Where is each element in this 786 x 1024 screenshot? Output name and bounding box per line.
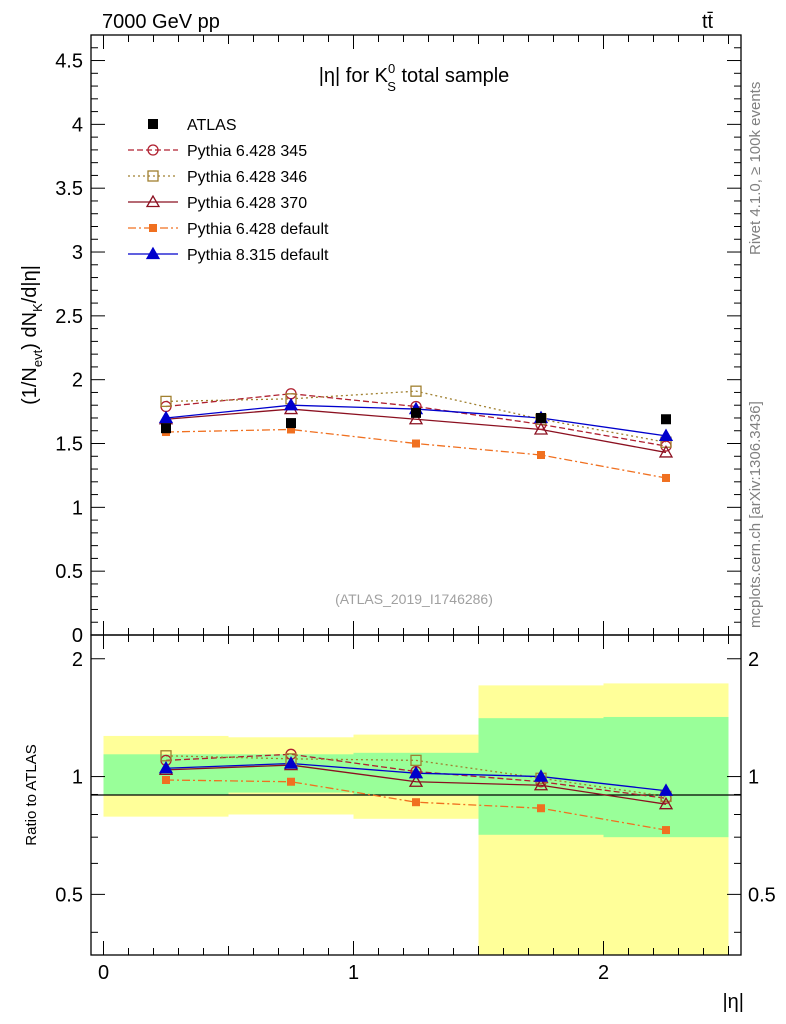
- ratio-y-tick-label-right: 0.5: [748, 884, 776, 906]
- main-y-tick-label: 2.5: [55, 306, 83, 328]
- x-tick-label: 1: [348, 962, 359, 984]
- legend-marker: [147, 144, 159, 156]
- series-point-2: [658, 445, 674, 458]
- series-point-3: [662, 473, 670, 482]
- series-point-2: [533, 422, 549, 435]
- main-y-tick-label: 2: [72, 370, 83, 392]
- atlas-data-point: [411, 407, 421, 418]
- series-line-3: [165, 428, 667, 479]
- ratio-point-3: [287, 777, 295, 786]
- analysis-id: (ATLAS_2019_I1746286): [335, 591, 493, 607]
- ratio-point-4: [283, 756, 299, 769]
- main-y-tick-label: 3.5: [55, 178, 83, 200]
- ratio-point-3: [662, 826, 670, 835]
- ratio-point-4: [533, 769, 549, 782]
- legend-label: Pythia 8.315 default: [187, 247, 329, 264]
- main-y-tick-label: 1: [72, 497, 83, 519]
- legend-label: Pythia 6.428 370: [187, 195, 307, 212]
- series-line-0: [165, 393, 667, 447]
- ratio-line-2: [165, 764, 667, 805]
- series-line-1: [165, 390, 667, 443]
- legend-label: ATLAS: [187, 117, 237, 134]
- legend-marker: [145, 194, 161, 208]
- atlas-data-point: [286, 418, 296, 429]
- legend-label: Pythia 6.428 346: [187, 169, 307, 186]
- series-point-3: [537, 451, 545, 459]
- ratio-plot-frame: [90, 634, 742, 956]
- main-plot-panel: 0 0.5 1 1.5 2 2.5 3 3.5 4 4.5 |η| for K0 S total s…: [19, 34, 742, 647]
- ratio-y-tick-label: 2: [72, 649, 83, 671]
- ratio-point-3: [162, 775, 170, 784]
- ratio-point-1: [410, 754, 422, 767]
- atlas-data-point: [536, 412, 546, 423]
- rivet-label: Rivet 4.1.0, ≥ 100k events: [747, 82, 764, 255]
- series-point-3: [412, 439, 420, 448]
- legend-marker: [147, 170, 159, 182]
- energy-label: 7000 GeV pp: [102, 11, 220, 33]
- main-y-tick-label: 4: [72, 114, 83, 136]
- series-point-1: [410, 385, 422, 397]
- legend-marker: [145, 246, 161, 260]
- main-y-tick-label: 3: [72, 242, 83, 264]
- legend-label: Pythia 6.428 default: [187, 221, 329, 238]
- legend: ATLAS Pythia 6.428 345 Pythia 6.428 346 Pyt…: [128, 117, 329, 264]
- uncertainty-band-inner: [603, 716, 729, 838]
- ratio-plot-panel: 0.5 0.5 1 1 2 2 0 1 2 Ratio to ATLAS |η|: [23, 634, 776, 1013]
- ratio-line-1: [165, 755, 667, 798]
- series-point-2: [408, 411, 424, 425]
- ratio-point-1: [160, 750, 172, 762]
- series-point-4: [658, 428, 674, 442]
- legend-label: Pythia 6.428 345: [187, 143, 307, 160]
- series-point-4: [283, 397, 299, 411]
- legend-marker: [148, 119, 158, 129]
- ratio-line-0: [165, 753, 667, 799]
- x-tick-label: 0: [98, 962, 109, 984]
- series-point-4: [158, 410, 174, 424]
- atlas-data-point: [161, 423, 171, 434]
- ratio-point-3: [537, 804, 545, 813]
- ratio-y-tick-label-right: 1: [748, 767, 759, 789]
- series-line-2: [165, 408, 667, 454]
- x-axis-label: |η|: [722, 991, 744, 1013]
- series-point-1: [160, 395, 172, 408]
- main-y-tick-label: 0.5: [55, 561, 83, 583]
- ratio-y-tick-label: 0.5: [55, 884, 83, 906]
- process-label: tt̄: [702, 11, 714, 33]
- plot-title: |η| for K0 S total sample: [319, 61, 510, 94]
- ratio-y-tick-label: 1: [72, 767, 83, 789]
- main-y-tick-label: 1.5: [55, 434, 83, 456]
- main-y-axis-label: (1/Nevt) dNK/d|η|: [19, 265, 45, 405]
- ratio-point-3: [412, 798, 420, 807]
- mcplots-label: mcplots.cern.ch [arXiv:1306.3436]: [747, 401, 764, 628]
- ratio-point-4: [658, 783, 674, 796]
- ratio-y-tick-label-right: 2: [748, 649, 759, 671]
- legend-marker: [149, 224, 157, 232]
- main-y-tick-label: 0: [72, 625, 83, 647]
- x-tick-label: 2: [598, 962, 609, 984]
- ratio-point-4: [158, 760, 174, 774]
- ratio-point-4: [408, 765, 424, 779]
- atlas-data-point: [661, 414, 671, 425]
- main-y-tick-label: 4.5: [55, 51, 83, 73]
- series-point-3: [287, 425, 295, 434]
- ratio-point-2: [408, 774, 424, 787]
- ratio-y-axis-label: Ratio to ATLAS: [23, 744, 40, 845]
- ratio-point-2: [533, 777, 549, 791]
- ratio-point-2: [658, 796, 674, 810]
